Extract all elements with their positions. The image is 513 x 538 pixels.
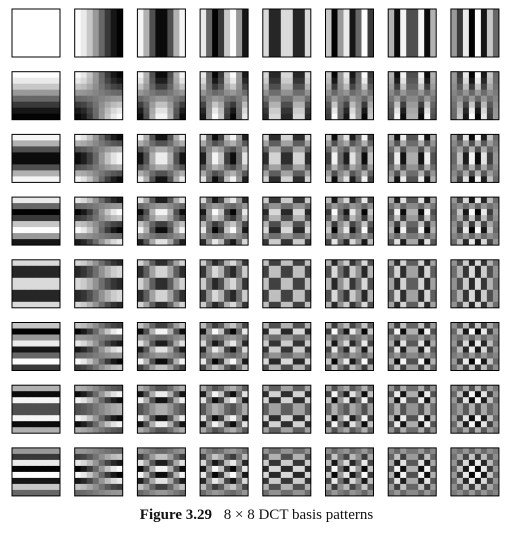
basis-pattern-6-4 — [262, 384, 312, 434]
basis-pattern-0-3 — [199, 8, 249, 58]
basis-pattern-0-1 — [74, 8, 124, 58]
basis-pattern-5-1 — [74, 322, 124, 371]
basis-pattern-0-7 — [450, 8, 500, 58]
basis-pattern-6-1 — [74, 384, 124, 434]
basis-pattern-0-5 — [325, 8, 374, 58]
basis-pattern-2-5 — [325, 133, 374, 183]
figure-label: Figure 3.29 — [139, 507, 213, 523]
basis-pattern-2-2 — [136, 133, 186, 183]
basis-pattern-6-5 — [325, 384, 374, 434]
basis-pattern-7-4 — [262, 447, 312, 497]
basis-pattern-2-3 — [199, 133, 249, 183]
basis-pattern-7-6 — [387, 447, 437, 497]
basis-pattern-7-2 — [136, 447, 186, 497]
basis-pattern-6-0 — [11, 384, 61, 434]
basis-pattern-0-4 — [262, 8, 312, 58]
dct-basis-grid — [11, 8, 500, 497]
basis-pattern-3-7 — [450, 196, 500, 246]
basis-pattern-6-2 — [136, 384, 186, 434]
basis-pattern-6-6 — [387, 384, 437, 434]
basis-pattern-7-7 — [450, 447, 500, 497]
basis-pattern-3-4 — [262, 196, 312, 246]
basis-pattern-1-7 — [450, 71, 500, 121]
basis-pattern-5-7 — [450, 322, 500, 371]
figure-caption-text: 8 × 8 DCT basis patterns — [223, 507, 374, 523]
basis-pattern-4-1 — [74, 259, 124, 309]
basis-pattern-3-3 — [199, 196, 249, 246]
basis-pattern-5-0 — [11, 322, 61, 371]
basis-pattern-6-7 — [450, 384, 500, 434]
basis-pattern-5-3 — [199, 322, 249, 371]
basis-pattern-1-0 — [11, 71, 61, 121]
basis-pattern-1-3 — [199, 71, 249, 121]
basis-pattern-5-6 — [387, 322, 437, 371]
basis-pattern-1-1 — [74, 71, 124, 121]
basis-pattern-1-2 — [136, 71, 186, 121]
basis-pattern-3-6 — [387, 196, 437, 246]
basis-pattern-4-5 — [325, 259, 374, 309]
basis-pattern-4-2 — [136, 259, 186, 309]
basis-pattern-7-0 — [11, 447, 61, 497]
basis-pattern-2-1 — [74, 133, 124, 183]
basis-pattern-3-1 — [74, 196, 124, 246]
basis-pattern-4-7 — [450, 259, 500, 309]
basis-pattern-6-3 — [199, 384, 249, 434]
basis-pattern-2-7 — [450, 133, 500, 183]
basis-pattern-1-6 — [387, 71, 437, 121]
basis-pattern-0-0 — [11, 8, 61, 58]
basis-pattern-1-4 — [262, 71, 312, 121]
basis-pattern-2-0 — [11, 133, 61, 183]
basis-pattern-4-4 — [262, 259, 312, 309]
basis-pattern-5-2 — [136, 322, 186, 371]
basis-pattern-3-2 — [136, 196, 186, 246]
basis-pattern-3-5 — [325, 196, 374, 246]
basis-pattern-2-4 — [262, 133, 312, 183]
basis-pattern-7-3 — [199, 447, 249, 497]
basis-pattern-0-6 — [387, 8, 437, 58]
basis-pattern-0-2 — [136, 8, 186, 58]
basis-pattern-5-5 — [325, 322, 374, 371]
figure-caption: Figure 3.29 8 × 8 DCT basis patterns — [0, 507, 513, 524]
basis-pattern-4-0 — [11, 259, 61, 309]
basis-pattern-2-6 — [387, 133, 437, 183]
basis-pattern-7-5 — [325, 447, 374, 497]
basis-pattern-7-1 — [74, 447, 124, 497]
basis-pattern-3-0 — [11, 196, 61, 246]
basis-pattern-1-5 — [325, 71, 374, 121]
basis-pattern-5-4 — [262, 322, 312, 371]
basis-pattern-4-3 — [199, 259, 249, 309]
basis-pattern-4-6 — [387, 259, 437, 309]
